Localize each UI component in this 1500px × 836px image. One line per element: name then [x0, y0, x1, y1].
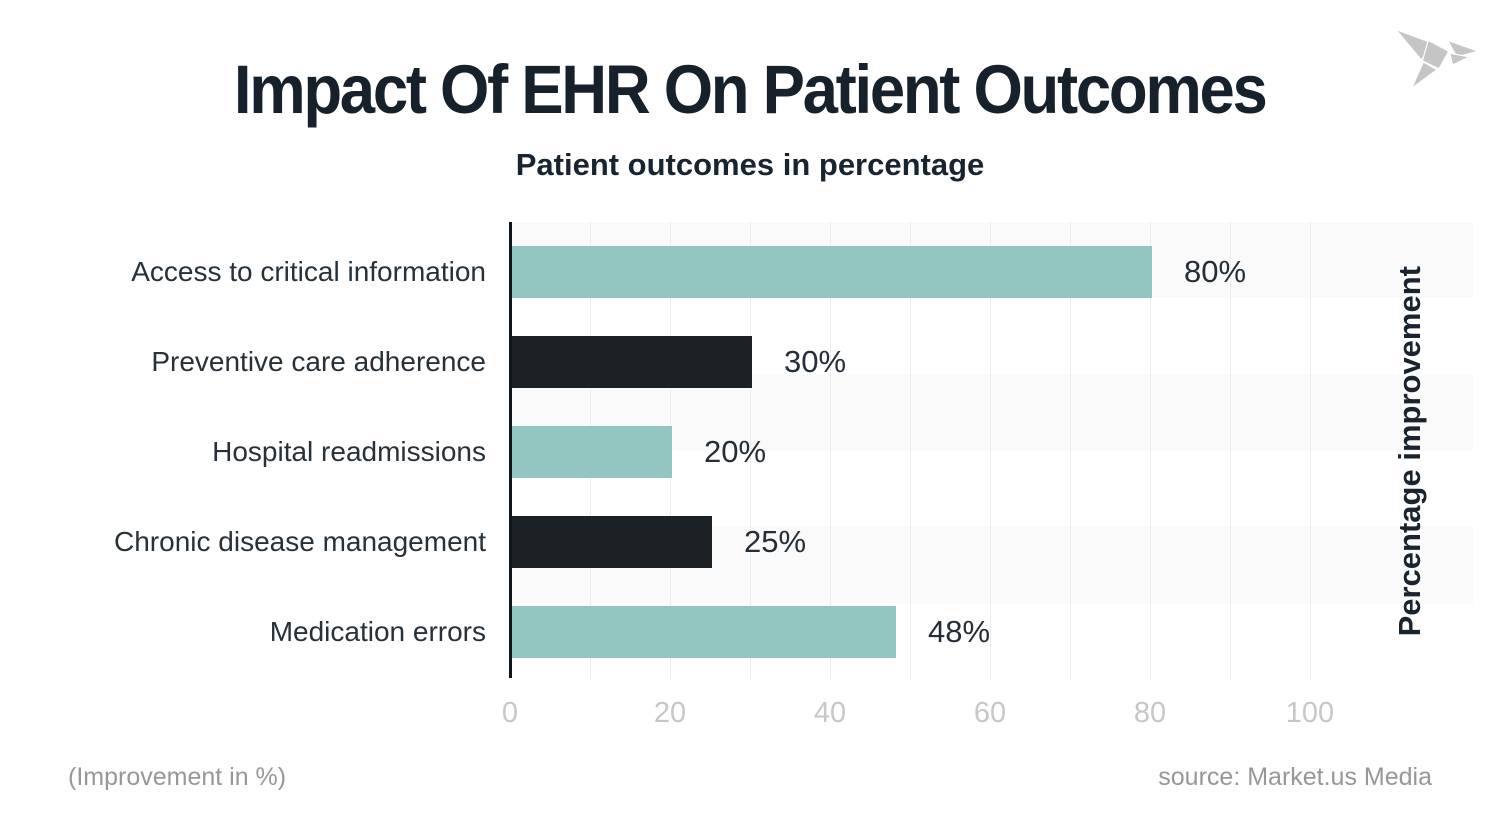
- chart-subtitle: Patient outcomes in percentage: [515, 147, 985, 182]
- category-axis: Access to critical information Preventive…: [0, 222, 486, 680]
- bar-value-label: 48%: [928, 614, 991, 649]
- category-label: Access to critical information: [131, 256, 486, 287]
- x-tick-label: 20: [653, 697, 687, 729]
- category-label: Preventive care adherence: [151, 346, 486, 377]
- grid-line: [1150, 222, 1151, 680]
- source-credit: source: Market.us Media: [1158, 763, 1432, 791]
- bar: [512, 516, 712, 568]
- chart-title: Impact Of EHR On Patient Outcomes: [0, 50, 1500, 129]
- bar-value-label: 30%: [784, 344, 847, 379]
- bar: [512, 426, 672, 478]
- footnote: (Improvement in %): [68, 763, 287, 791]
- bar-value-label: 80%: [1184, 254, 1247, 289]
- bar: [512, 336, 752, 388]
- category-label: Medication errors: [269, 616, 486, 647]
- x-axis-line: [509, 222, 512, 678]
- category-label: Chronic disease management: [114, 526, 486, 557]
- grid-line: [1230, 222, 1231, 680]
- y-axis-title: Percentage improvement: [1390, 222, 1430, 680]
- x-axis-ticks: 0 20 40 60 80 100: [502, 697, 1473, 735]
- plot-area: 80% 30% 20% 25% 48%: [509, 222, 1473, 680]
- category-label: Hospital readmissions: [212, 436, 486, 467]
- chart-title-text: Impact Of EHR On Patient Outcomes: [234, 51, 1268, 128]
- grid-line: [990, 222, 991, 680]
- bird-logo-icon: [1394, 28, 1481, 91]
- x-tick-label: 0: [501, 697, 519, 729]
- bar-value-label: 25%: [744, 524, 807, 559]
- x-tick-label: 40: [813, 697, 847, 729]
- bar: [512, 246, 1152, 298]
- x-tick-label: 60: [973, 697, 1007, 729]
- y-axis-title-text: Percentage improvement: [1392, 265, 1427, 637]
- grid-line: [750, 222, 751, 680]
- grid-line: [830, 222, 831, 680]
- x-tick-label: 80: [1133, 697, 1167, 729]
- grid-line: [1070, 222, 1071, 680]
- bar-value-label: 20%: [704, 434, 767, 469]
- bar: [512, 606, 896, 658]
- grid-line: [910, 222, 911, 680]
- x-tick-label: 100: [1285, 697, 1335, 729]
- grid-line: [1310, 222, 1311, 680]
